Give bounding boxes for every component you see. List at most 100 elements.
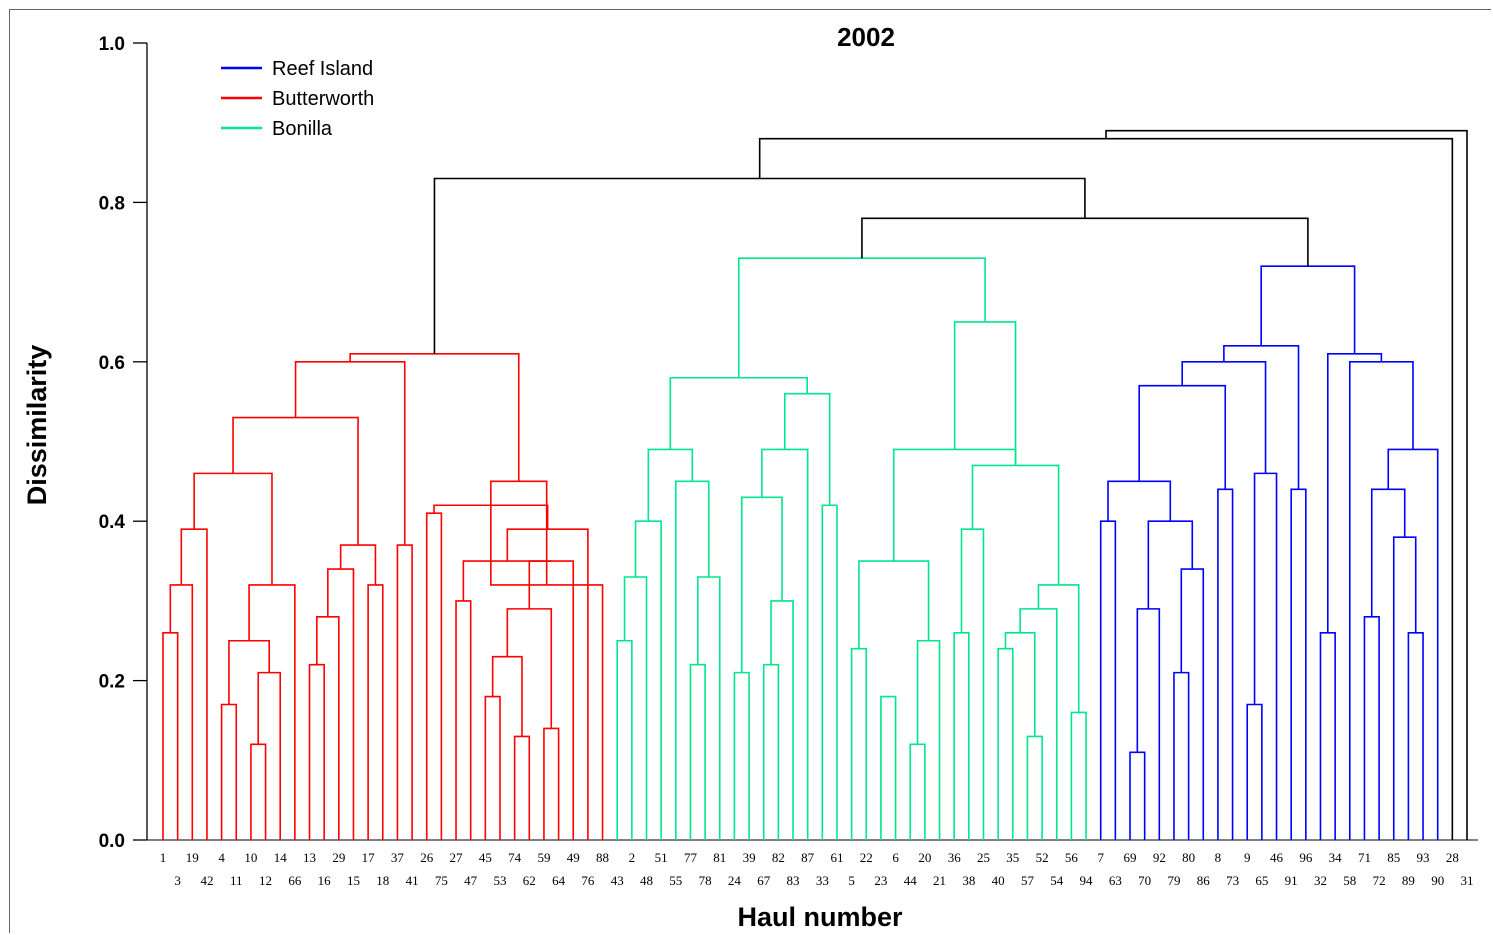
leaf-label: 87 <box>801 850 815 865</box>
leaf-label: 39 <box>743 850 756 865</box>
leaf-label: 65 <box>1255 873 1268 888</box>
leaf-label: 14 <box>274 850 288 865</box>
dendrogram-link <box>1026 735 1043 840</box>
leaf-label: 63 <box>1109 873 1122 888</box>
dendrogram-link <box>506 608 553 729</box>
leaf-label: 1 <box>160 850 167 865</box>
dendrogram-link <box>1037 584 1080 713</box>
y-tick-label: 0.4 <box>99 512 126 533</box>
leaf-label: 41 <box>406 873 419 888</box>
leaf-label: 24 <box>728 873 742 888</box>
leaf-label: 74 <box>508 850 522 865</box>
y-tick-label: 0.2 <box>99 672 125 693</box>
dendrogram-link <box>543 727 560 840</box>
dendrogram-link <box>1105 129 1468 840</box>
leaf-label: 77 <box>684 850 698 865</box>
leaf-labels: 1319424111012146613162915171837412675274… <box>160 850 1474 888</box>
dendrogram-link <box>675 480 710 840</box>
y-axis: 0.0 0.2 0.4 0.6 0.8 1.0 <box>99 34 1478 852</box>
dendrogram-link <box>758 137 1454 840</box>
leaf-label: 76 <box>581 873 595 888</box>
dendrogram-link <box>1319 631 1336 840</box>
chart-title: 2002 <box>837 22 895 52</box>
dendrogram-link <box>349 353 520 482</box>
leaf-label: 34 <box>1329 850 1343 865</box>
dendrogram-link <box>689 663 706 840</box>
dendrogram-link <box>1348 361 1414 840</box>
dendrogram-link <box>1246 703 1263 840</box>
leaf-label: 36 <box>948 850 962 865</box>
leaf-label: 32 <box>1314 873 1327 888</box>
leaf-label: 56 <box>1065 850 1079 865</box>
dendrogram-link <box>916 639 941 840</box>
dendrogram-link <box>425 512 443 840</box>
dendrogram-link <box>180 528 208 840</box>
dendrogram-link <box>506 528 589 840</box>
leaf-label: 38 <box>962 873 975 888</box>
dendrogram-link <box>1147 520 1194 609</box>
dendrogram-link <box>1387 448 1439 840</box>
leaf-label: 26 <box>420 850 434 865</box>
leaf-label: 57 <box>1021 873 1035 888</box>
dendrogram-link <box>162 631 179 840</box>
dendrogram-link <box>1217 488 1234 840</box>
leaf-label: 23 <box>874 873 887 888</box>
leaf-label: 80 <box>1182 850 1195 865</box>
leaf-label: 9 <box>1244 850 1251 865</box>
leaf-label: 55 <box>669 873 682 888</box>
leaf-label: 53 <box>493 873 506 888</box>
dendrogram-link <box>513 735 531 840</box>
dendrogram-link <box>455 600 472 840</box>
leaf-label: 94 <box>1080 873 1094 888</box>
leaf-label: 44 <box>904 873 918 888</box>
dendrogram-link <box>616 639 633 840</box>
leaf-label: 79 <box>1167 873 1180 888</box>
leaf-label: 20 <box>918 850 931 865</box>
dendrogram-link <box>169 584 194 840</box>
leaf-label: 40 <box>992 873 1005 888</box>
leaf-label: 82 <box>772 850 785 865</box>
leaf-label: 46 <box>1270 850 1284 865</box>
dendrogram-link <box>1370 488 1406 617</box>
leaf-label: 21 <box>933 873 946 888</box>
dendrogram-link <box>1260 265 1356 354</box>
dendrogram-link <box>1136 608 1161 840</box>
dendrogram-link <box>339 544 377 585</box>
legend: Reef Island Butterworth Bonilla <box>221 58 374 140</box>
leaf-label: 2 <box>629 850 636 865</box>
dendrogram-link <box>396 544 413 840</box>
dendrogram-link <box>762 663 780 840</box>
leaf-label: 49 <box>567 850 580 865</box>
dendrogram-link <box>1392 536 1417 840</box>
dendrogram-link <box>1290 488 1307 840</box>
dendrogram-link <box>257 671 282 840</box>
leaf-label: 31 <box>1461 873 1474 888</box>
y-tick-label: 1.0 <box>99 34 125 55</box>
dendrogram-link <box>1070 711 1087 840</box>
legend-label: Reef Island <box>272 58 373 80</box>
leaf-label: 17 <box>362 850 376 865</box>
dendrogram-link <box>858 560 930 649</box>
leaf-label: 64 <box>552 873 566 888</box>
dendrogram-link <box>880 695 897 840</box>
leaf-label: 45 <box>479 850 492 865</box>
leaf-label: 10 <box>244 850 257 865</box>
leaf-label: 96 <box>1299 850 1313 865</box>
leaf-label: 54 <box>1050 873 1064 888</box>
dendrogram-link <box>953 631 970 840</box>
dendrogram-link <box>367 584 384 840</box>
leaf-label: 6 <box>892 850 899 865</box>
leaf-label: 16 <box>318 873 332 888</box>
leaf-label: 52 <box>1036 850 1049 865</box>
leaf-label: 59 <box>537 850 550 865</box>
leaf-label: 86 <box>1197 873 1211 888</box>
leaf-label: 48 <box>640 873 653 888</box>
dendrogram-link <box>737 257 986 378</box>
dendrogram-link <box>634 520 662 840</box>
legend-label: Butterworth <box>272 88 374 110</box>
dendrogram-link <box>1327 353 1383 633</box>
dendrogram-link <box>821 504 838 840</box>
leaf-label: 5 <box>848 873 855 888</box>
dendrogram-link <box>248 584 296 840</box>
dendrogram-link <box>696 576 721 840</box>
